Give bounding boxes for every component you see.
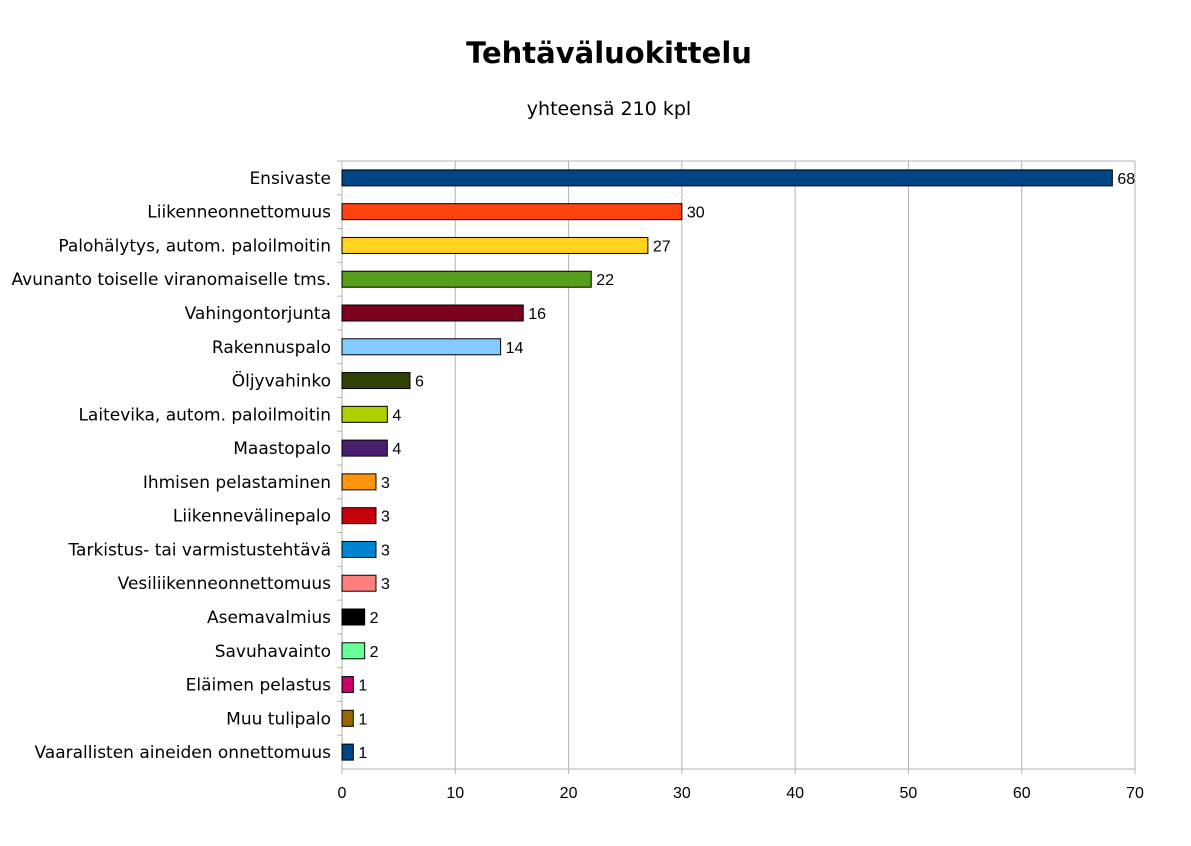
value-label: 3 — [381, 542, 390, 559]
category-label: Öljyvahinko — [232, 370, 331, 392]
category-label: Vahingontorjunta — [185, 304, 331, 324]
bar — [341, 709, 354, 727]
category-label: Vaarallisten aineiden onnettomuus — [34, 743, 331, 763]
category-label: Palohälytys, autom. paloilmoitin — [58, 236, 331, 256]
value-label: 22 — [596, 272, 614, 289]
value-label: 16 — [528, 306, 546, 323]
value-label: 2 — [370, 644, 379, 661]
category-label: Liikenneonnettomuus — [147, 203, 331, 223]
bar — [341, 270, 592, 288]
x-tick-label: 50 — [900, 785, 918, 802]
x-tick-label: 40 — [786, 785, 804, 802]
category-label: Vesiliikenneonnettomuus — [118, 574, 331, 594]
value-label: 68 — [1117, 171, 1135, 188]
value-label: 2 — [370, 610, 379, 627]
value-label: 1 — [358, 678, 367, 695]
bar — [341, 473, 377, 491]
value-label: 6 — [415, 374, 424, 391]
bar — [341, 676, 354, 694]
category-label: Asemavalmius — [207, 608, 331, 628]
bars — [341, 169, 1113, 761]
value-label: 30 — [687, 205, 705, 222]
bar — [341, 236, 649, 254]
value-label: 27 — [653, 238, 671, 255]
x-tick-label: 70 — [1126, 785, 1144, 802]
category-label: Tarkistus- tai varmistustehtävä — [67, 540, 331, 560]
bar — [341, 574, 377, 592]
chart-subtitle: yhteensä 210 kpl — [526, 98, 692, 120]
value-label: 3 — [381, 576, 390, 593]
bar — [341, 642, 366, 660]
value-label: 3 — [381, 509, 390, 526]
x-tick-label: 10 — [446, 785, 464, 802]
value-label: 4 — [392, 441, 401, 458]
bar — [341, 203, 683, 221]
value-label: 4 — [392, 407, 401, 424]
bar — [341, 743, 354, 761]
axes — [337, 160, 1136, 774]
category-label: Rakennuspalo — [212, 338, 331, 358]
category-label: Laitevika, autom. paloilmoitin — [78, 405, 331, 425]
bar — [341, 338, 502, 356]
bar — [341, 405, 388, 423]
x-tick-label: 60 — [1013, 785, 1031, 802]
bar — [341, 169, 1113, 187]
category-label: Maastopalo — [233, 439, 331, 459]
x-tick-label: 0 — [338, 785, 347, 802]
chart-title: Tehtäväluokittelu — [466, 36, 752, 70]
bar — [341, 439, 388, 457]
category-label: Liikennevälinepalo — [173, 507, 331, 527]
bar — [341, 507, 377, 525]
category-label: Muu tulipalo — [226, 709, 331, 729]
value-label: 14 — [506, 340, 524, 357]
bar — [341, 304, 524, 322]
value-label: 1 — [358, 711, 367, 728]
category-label: Ensivaste — [249, 169, 331, 189]
value-label: 3 — [381, 475, 390, 492]
x-tick-label: 30 — [673, 785, 691, 802]
category-label: Eläimen pelastus — [186, 676, 331, 696]
bar — [341, 372, 411, 390]
bar — [341, 540, 377, 558]
bar — [341, 608, 366, 626]
category-label: Ihmisen pelastaminen — [143, 473, 331, 493]
value-label: 1 — [358, 745, 367, 762]
category-label: Savuhavainto — [215, 642, 331, 662]
category-label: Avunanto toiselle viranomaiselle tms. — [12, 270, 332, 290]
labels: 0 10 20 30 40 50 60 70 Ensivaste 68 Liikenneonnett… — [12, 169, 1145, 802]
x-tick-label: 20 — [560, 785, 578, 802]
